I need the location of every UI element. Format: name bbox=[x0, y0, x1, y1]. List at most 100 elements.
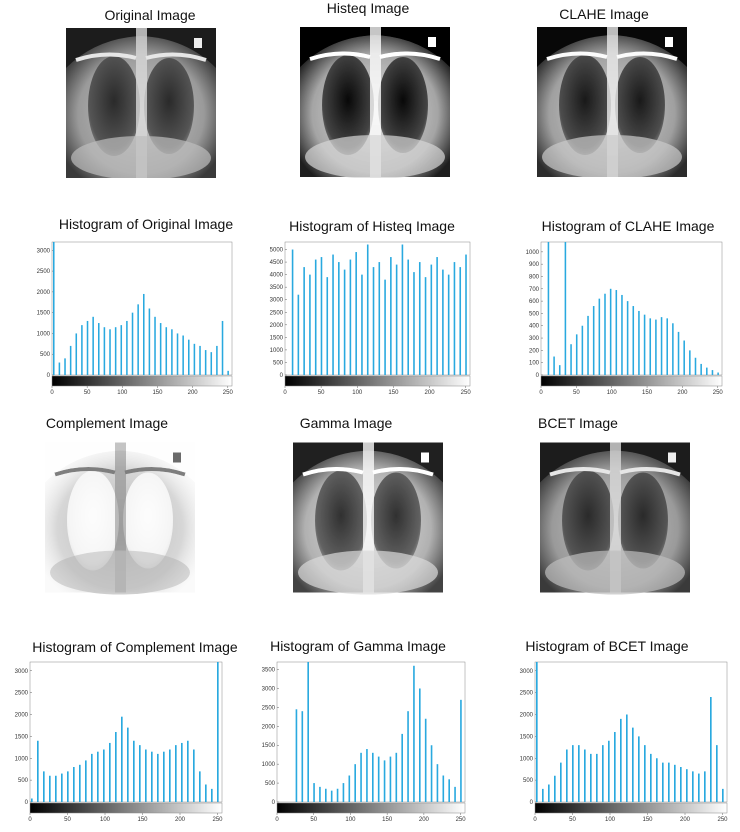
y-tick-label: 2500 bbox=[15, 691, 29, 697]
y-tick-label: 2000 bbox=[15, 713, 29, 719]
y-tick-label: 0 bbox=[536, 373, 540, 379]
y-tick-label: 0 bbox=[530, 800, 534, 806]
bar bbox=[564, 242, 567, 375]
x-tick-label: 50 bbox=[310, 817, 317, 823]
bar bbox=[711, 370, 714, 375]
bar bbox=[313, 783, 315, 802]
x-tick-label: 150 bbox=[382, 817, 393, 823]
y-tick-label: 4000 bbox=[270, 273, 284, 279]
x-tick-label: 200 bbox=[680, 817, 691, 823]
bar bbox=[407, 711, 409, 802]
bar bbox=[383, 760, 386, 802]
bar bbox=[632, 306, 635, 375]
bar bbox=[677, 331, 680, 375]
bar bbox=[154, 316, 156, 375]
bar bbox=[361, 274, 363, 375]
y-tick-label: 1500 bbox=[270, 335, 284, 341]
bar bbox=[332, 254, 334, 375]
bar bbox=[547, 242, 550, 375]
bar bbox=[210, 352, 213, 375]
bar bbox=[694, 357, 697, 375]
bar bbox=[604, 293, 606, 375]
y-tick-label: 1000 bbox=[37, 331, 51, 337]
bar bbox=[319, 786, 321, 802]
bar bbox=[81, 325, 83, 375]
bar bbox=[436, 764, 439, 802]
bar bbox=[320, 257, 323, 375]
chart-title: Histogram of Original Image bbox=[59, 216, 234, 232]
bar bbox=[61, 773, 63, 802]
bar bbox=[401, 733, 403, 802]
y-tick-label: 1500 bbox=[37, 311, 51, 317]
bar bbox=[131, 312, 134, 375]
x-tick-label: 200 bbox=[425, 390, 436, 396]
bar bbox=[436, 257, 438, 375]
bar bbox=[221, 320, 224, 375]
y-tick-label: 2000 bbox=[37, 290, 51, 296]
bar bbox=[638, 310, 640, 375]
bar bbox=[67, 771, 69, 802]
bar bbox=[407, 259, 409, 375]
bar bbox=[73, 767, 75, 802]
x-tick-label: 100 bbox=[345, 817, 356, 823]
bar bbox=[447, 274, 450, 375]
bar bbox=[330, 790, 333, 802]
bar bbox=[558, 365, 561, 375]
bar bbox=[349, 259, 352, 375]
bar bbox=[31, 798, 33, 802]
bar bbox=[295, 709, 298, 802]
bar bbox=[55, 775, 57, 802]
bar bbox=[69, 345, 72, 375]
bar bbox=[175, 745, 177, 802]
y-tick-label: 600 bbox=[529, 299, 540, 305]
bar bbox=[143, 293, 145, 375]
x-tick-label: 50 bbox=[573, 390, 580, 396]
bar bbox=[395, 752, 398, 802]
bar bbox=[115, 732, 117, 802]
bar bbox=[680, 767, 682, 802]
image-title: BCET Image bbox=[538, 415, 618, 431]
chart-title: Histogram of Gamma Image bbox=[270, 638, 446, 654]
bar bbox=[98, 323, 100, 375]
y-tick-label: 200 bbox=[529, 348, 540, 354]
histeq-image bbox=[300, 27, 450, 179]
y-tick-label: 0 bbox=[25, 800, 29, 806]
chart-title: Histogram of Complement Image bbox=[32, 639, 238, 655]
bar bbox=[37, 740, 39, 802]
y-tick-label: 300 bbox=[529, 336, 540, 342]
bar bbox=[301, 711, 304, 802]
x-tick-label: 250 bbox=[223, 390, 234, 396]
bar bbox=[372, 752, 374, 802]
bar bbox=[384, 279, 386, 375]
bar bbox=[656, 758, 658, 802]
x-tick-label: 50 bbox=[64, 817, 71, 823]
bar bbox=[578, 745, 580, 802]
bar bbox=[453, 262, 456, 375]
x-tick-label: 150 bbox=[388, 390, 399, 396]
bar bbox=[553, 356, 555, 375]
bar bbox=[643, 314, 646, 375]
bar bbox=[584, 749, 586, 802]
bar bbox=[620, 718, 622, 802]
bar bbox=[307, 662, 309, 802]
y-tick-label: 3000 bbox=[270, 298, 284, 304]
y-tick-label: 1000 bbox=[270, 348, 284, 354]
bar bbox=[454, 786, 456, 802]
bar bbox=[614, 732, 616, 802]
colorbar bbox=[284, 375, 471, 387]
bar bbox=[91, 753, 93, 802]
y-tick-label: 1000 bbox=[262, 762, 276, 768]
x-tick-label: 100 bbox=[607, 390, 618, 396]
bar bbox=[668, 762, 670, 802]
bar bbox=[303, 267, 305, 375]
bar bbox=[133, 740, 135, 802]
bar bbox=[64, 358, 66, 375]
x-tick-label: 250 bbox=[713, 390, 724, 396]
colorbar bbox=[540, 375, 723, 387]
bar bbox=[413, 665, 415, 802]
bar bbox=[171, 329, 173, 375]
y-tick-label: 1000 bbox=[526, 250, 540, 256]
bar bbox=[602, 745, 604, 802]
bar bbox=[424, 718, 427, 802]
plot-area bbox=[540, 241, 723, 376]
